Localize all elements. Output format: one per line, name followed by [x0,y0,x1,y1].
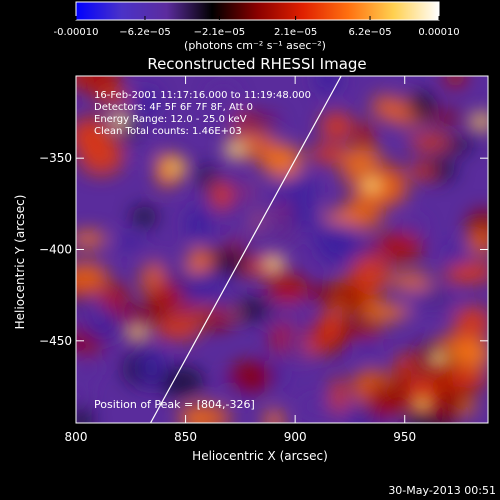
y-axis-label: Heliocentric Y (arcsec) [13,195,27,330]
y-axis-ticks: −350 −400 −450 [39,151,488,348]
annotation-clean: Clean Total counts: 1.46E+03 [94,126,242,137]
x-tick-label: 950 [393,430,416,444]
x-tick-label: 800 [65,430,88,444]
annotation-block: 16-Feb-2001 11:17:16.000 to 11:19:48.000… [94,90,311,137]
annotation-time: 16-Feb-2001 11:17:16.000 to 11:19:48.000 [94,90,311,101]
colorbar-tick-label: −6.2e−05 [119,27,171,38]
colorbar-tick-label: 0.00010 [418,27,459,38]
colorbar-tick-label: −2.1e−05 [194,27,246,38]
colorbar-unit-label: (photons cm⁻² s⁻¹ asec⁻²) [184,39,326,52]
x-axis-ticks: 800 850 900 950 [65,76,416,444]
colorbar-tick-label: 2.1e−05 [274,27,317,38]
x-axis-label: Heliocentric X (arcsec) [192,449,328,463]
annotation-detectors: Detectors: 4F 5F 6F 7F 8F, Att 0 [94,102,253,113]
chart-title: Reconstructed RHESSI Image [147,55,366,73]
footer-date: 30-May-2013 00:51 [388,484,496,497]
peak-position-label: Position of Peak = [804,-326] [94,398,255,411]
annotation-energy: Energy Range: 12.0 - 25.0 keV [94,114,247,125]
x-tick-label: 850 [174,430,197,444]
colorbar-ticks: -0.00010 −6.2e−05 −2.1e−05 2.1e−05 6.2e−05 0.… [54,16,460,38]
heatmap-area [76,76,488,423]
colorbar-tick-label: 6.2e−05 [348,27,391,38]
y-tick-label: −400 [39,243,72,257]
y-tick-label: −450 [39,334,72,348]
x-tick-label: 900 [284,430,307,444]
colorbar [75,1,440,21]
colorbar-tick-label: -0.00010 [54,27,99,38]
solar-limb-line [149,76,342,423]
y-tick-label: −350 [39,151,72,165]
